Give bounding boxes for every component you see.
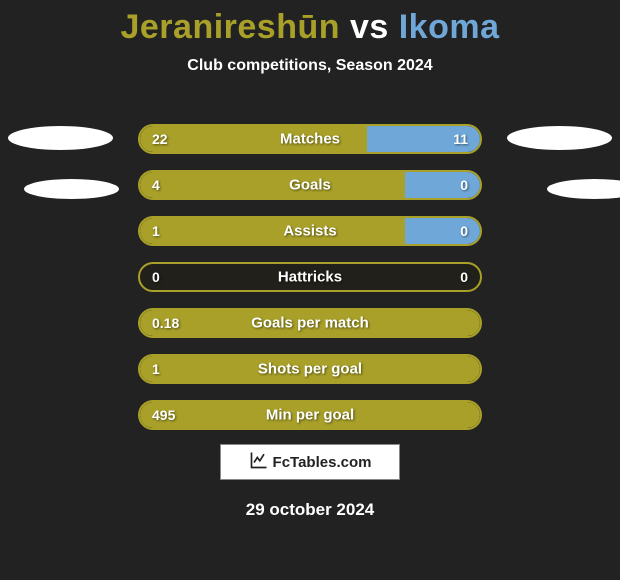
stat-bars: Matches2211Goals40Assists10Hattricks00Go…: [138, 124, 482, 446]
stat-label: Assists: [140, 223, 480, 240]
stat-value-left: 4: [152, 177, 160, 193]
stat-value-right: 11: [453, 131, 468, 147]
subtitle: Club competitions, Season 2024: [0, 57, 620, 75]
team-badge-right-1: [507, 126, 612, 150]
stat-label: Hattricks: [140, 269, 480, 286]
stat-label: Goals: [140, 177, 480, 194]
stat-row: Matches22 11: [138, 124, 482, 154]
chart-icon: [249, 450, 269, 474]
team-badge-right-2: [547, 179, 620, 199]
stat-value-left: 0: [152, 269, 160, 285]
stat-label: Shots per goal: [140, 361, 480, 378]
stat-value-left: 1: [152, 361, 160, 377]
stat-row: Shots per goal1: [138, 354, 482, 384]
comparison-title: Jeranireshūn vs Ikoma: [0, 0, 620, 47]
stat-value-right: 0: [460, 177, 468, 193]
stat-row: Min per goal495: [138, 400, 482, 430]
vs-text: vs: [340, 8, 399, 46]
team-badge-left-1: [8, 126, 113, 150]
footer-date: 29 october 2024: [0, 500, 620, 520]
stat-row: Goals per match0.18: [138, 308, 482, 338]
stat-value-right: 0: [460, 269, 468, 285]
stat-row: Goals4 0: [138, 170, 482, 200]
stat-value-left: 22: [152, 131, 168, 147]
stat-label: Matches: [140, 131, 480, 148]
player1-name: Jeranireshūn: [120, 8, 340, 46]
team-badge-left-2: [24, 179, 119, 199]
stat-label: Min per goal: [140, 407, 480, 424]
stat-row: Assists1 0: [138, 216, 482, 246]
source-badge: FcTables.com: [220, 444, 400, 480]
source-text: FcTables.com: [273, 454, 372, 471]
stat-value-left: 1: [152, 223, 160, 239]
stat-label: Goals per match: [140, 315, 480, 332]
stat-value-right: 0: [460, 223, 468, 239]
stat-value-left: 0.18: [152, 315, 179, 331]
stat-value-left: 495: [152, 407, 175, 423]
stat-row: Hattricks0 0: [138, 262, 482, 292]
player2-name: Ikoma: [399, 8, 500, 46]
